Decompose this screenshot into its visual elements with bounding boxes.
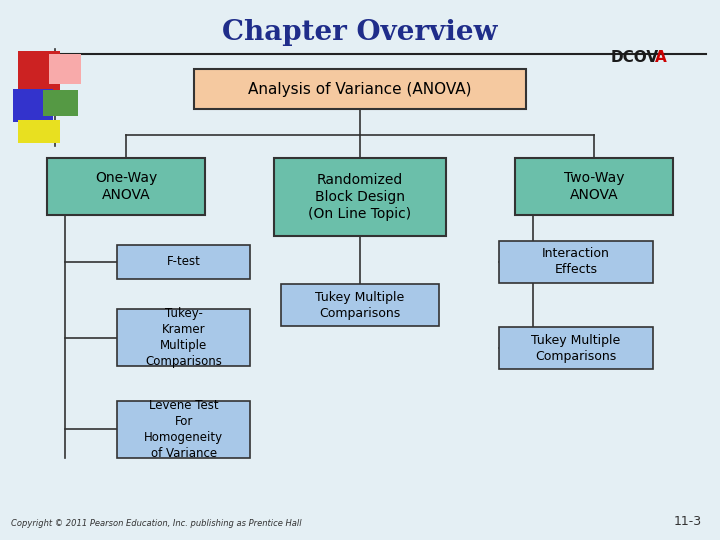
FancyBboxPatch shape	[498, 241, 654, 283]
FancyBboxPatch shape	[498, 327, 654, 369]
Text: Levene Test
For
Homogeneity
of Variance: Levene Test For Homogeneity of Variance	[144, 399, 223, 460]
Text: Analysis of Variance (ANOVA): Analysis of Variance (ANOVA)	[248, 82, 472, 97]
Text: One-Way
ANOVA: One-Way ANOVA	[95, 171, 157, 202]
Text: Tukey Multiple
Comparisons: Tukey Multiple Comparisons	[531, 334, 621, 363]
Text: Tukey Multiple
Comparisons: Tukey Multiple Comparisons	[315, 291, 405, 320]
Text: 11-3: 11-3	[674, 515, 702, 528]
Bar	[13, 89, 53, 122]
Text: Tukey-
Kramer
Multiple
Comparisons: Tukey- Kramer Multiple Comparisons	[145, 307, 222, 368]
Text: F-test: F-test	[166, 255, 201, 268]
Text: Randomized
Block Design
(On Line Topic): Randomized Block Design (On Line Topic)	[308, 173, 412, 221]
Bar	[18, 51, 60, 92]
Text: A: A	[655, 50, 667, 65]
FancyBboxPatch shape	[515, 158, 673, 214]
Text: Copyright © 2011 Pearson Education, Inc. publishing as Prentice Hall: Copyright © 2011 Pearson Education, Inc.…	[11, 519, 302, 528]
FancyBboxPatch shape	[117, 245, 251, 279]
FancyBboxPatch shape	[117, 309, 251, 366]
FancyBboxPatch shape	[117, 401, 251, 458]
Text: DCOV: DCOV	[611, 50, 659, 65]
Text: Chapter Overview: Chapter Overview	[222, 19, 498, 46]
Bar	[43, 90, 78, 116]
Text: Interaction
Effects: Interaction Effects	[542, 247, 610, 276]
FancyBboxPatch shape	[47, 158, 205, 214]
FancyBboxPatch shape	[274, 158, 446, 237]
Bar	[49, 54, 81, 84]
Bar	[18, 120, 60, 143]
Text: Two-Way
ANOVA: Two-Way ANOVA	[564, 171, 624, 202]
FancyBboxPatch shape	[194, 69, 526, 109]
FancyBboxPatch shape	[281, 284, 439, 326]
